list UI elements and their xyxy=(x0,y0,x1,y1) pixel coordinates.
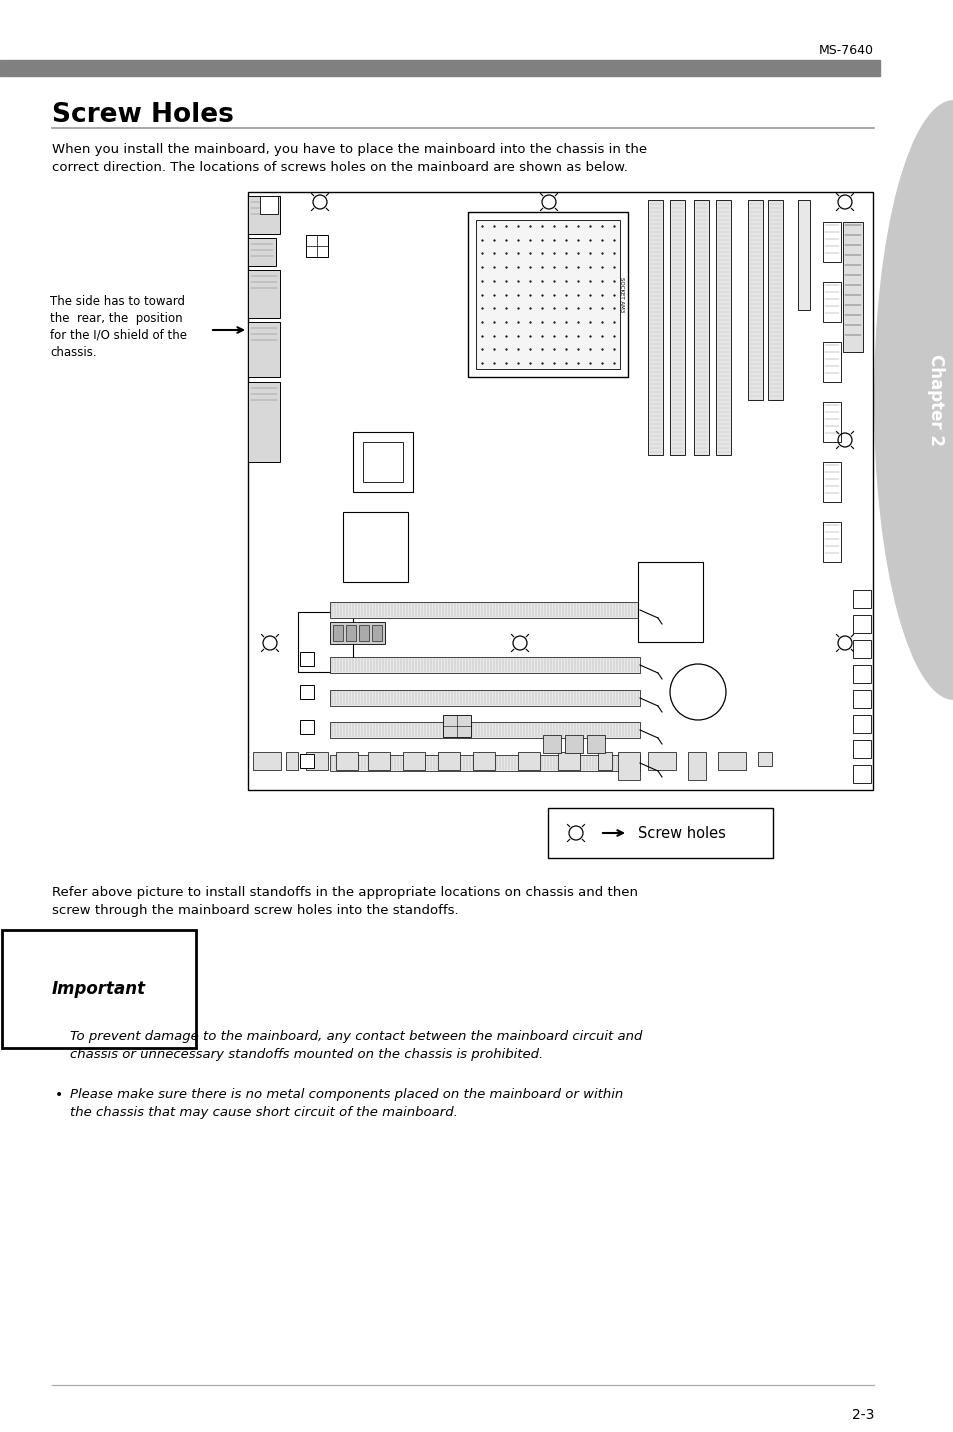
Text: Please make sure there is no metal components placed on the mainboard or within
: Please make sure there is no metal compo… xyxy=(70,1088,622,1118)
Bar xyxy=(797,200,809,309)
Bar xyxy=(253,752,281,770)
Bar xyxy=(333,624,343,642)
Bar xyxy=(368,752,390,770)
Bar xyxy=(852,614,870,633)
Bar xyxy=(299,652,314,666)
Bar xyxy=(618,752,639,780)
Text: MS-7640: MS-7640 xyxy=(818,44,873,57)
Bar xyxy=(0,60,879,76)
Bar xyxy=(822,342,841,382)
Text: •: • xyxy=(55,1088,63,1103)
Bar xyxy=(442,715,471,737)
Bar xyxy=(558,752,579,770)
Bar xyxy=(852,690,870,707)
Bar xyxy=(335,752,357,770)
Bar xyxy=(286,752,297,770)
Text: To prevent damage to the mainboard, any contact between the mainboard circuit an: To prevent damage to the mainboard, any … xyxy=(70,1030,641,1061)
Bar xyxy=(852,640,870,657)
Bar xyxy=(716,200,730,455)
Text: SOCKET AM3: SOCKET AM3 xyxy=(618,276,624,312)
Bar xyxy=(852,740,870,758)
Bar xyxy=(330,755,639,770)
Bar xyxy=(330,690,639,706)
Bar xyxy=(363,442,402,483)
Bar xyxy=(346,624,355,642)
Bar xyxy=(758,752,771,766)
Bar xyxy=(372,624,381,642)
Bar xyxy=(852,664,870,683)
Bar xyxy=(476,221,619,369)
Bar xyxy=(353,432,413,493)
Text: The side has to toward
the  rear, the  position
for the I/O shield of the
chassi: The side has to toward the rear, the pos… xyxy=(50,295,187,359)
Text: Screw Holes: Screw Holes xyxy=(52,102,233,127)
Bar xyxy=(306,752,328,770)
Bar xyxy=(598,752,612,770)
Bar xyxy=(822,222,841,262)
Bar xyxy=(330,657,639,673)
Bar xyxy=(330,621,385,644)
Bar xyxy=(473,752,495,770)
Bar xyxy=(767,200,782,400)
Bar xyxy=(402,752,424,770)
Bar xyxy=(647,200,662,455)
Bar xyxy=(299,684,314,699)
Bar xyxy=(248,192,872,790)
Bar xyxy=(822,402,841,442)
Bar xyxy=(852,715,870,733)
Bar xyxy=(852,765,870,783)
Bar xyxy=(822,463,841,503)
Bar xyxy=(842,222,862,352)
Text: Important: Important xyxy=(52,979,146,998)
Bar xyxy=(547,808,772,858)
Bar xyxy=(586,735,604,753)
Bar xyxy=(248,196,280,233)
Text: When you install the mainboard, you have to place the mainboard into the chassis: When you install the mainboard, you have… xyxy=(52,143,646,175)
Bar xyxy=(669,200,684,455)
Bar xyxy=(852,590,870,609)
Bar xyxy=(358,624,369,642)
Bar xyxy=(718,752,745,770)
Ellipse shape xyxy=(873,100,953,700)
Bar xyxy=(297,611,353,672)
Bar xyxy=(248,271,280,318)
Bar xyxy=(330,601,639,619)
Bar xyxy=(299,755,314,768)
Bar xyxy=(822,523,841,561)
Bar xyxy=(822,282,841,322)
Bar xyxy=(517,752,539,770)
Bar xyxy=(638,561,702,642)
Bar xyxy=(437,752,459,770)
Bar xyxy=(647,752,676,770)
Bar xyxy=(306,235,328,256)
Bar xyxy=(468,212,627,377)
Text: Chapter 2: Chapter 2 xyxy=(926,354,944,445)
Bar xyxy=(248,382,280,463)
Text: Screw holes: Screw holes xyxy=(638,825,725,841)
Bar xyxy=(564,735,582,753)
Bar xyxy=(693,200,708,455)
Bar xyxy=(260,196,277,213)
Bar xyxy=(248,322,280,377)
Bar xyxy=(330,722,639,737)
Bar xyxy=(747,200,762,400)
Text: Refer above picture to install standoffs in the appropriate locations on chassis: Refer above picture to install standoffs… xyxy=(52,886,638,916)
Bar xyxy=(343,513,408,581)
Bar xyxy=(299,720,314,735)
Text: 2-3: 2-3 xyxy=(851,1408,873,1422)
Bar xyxy=(248,238,275,266)
Text: •: • xyxy=(55,1030,63,1044)
Bar xyxy=(687,752,705,780)
Bar xyxy=(542,735,560,753)
